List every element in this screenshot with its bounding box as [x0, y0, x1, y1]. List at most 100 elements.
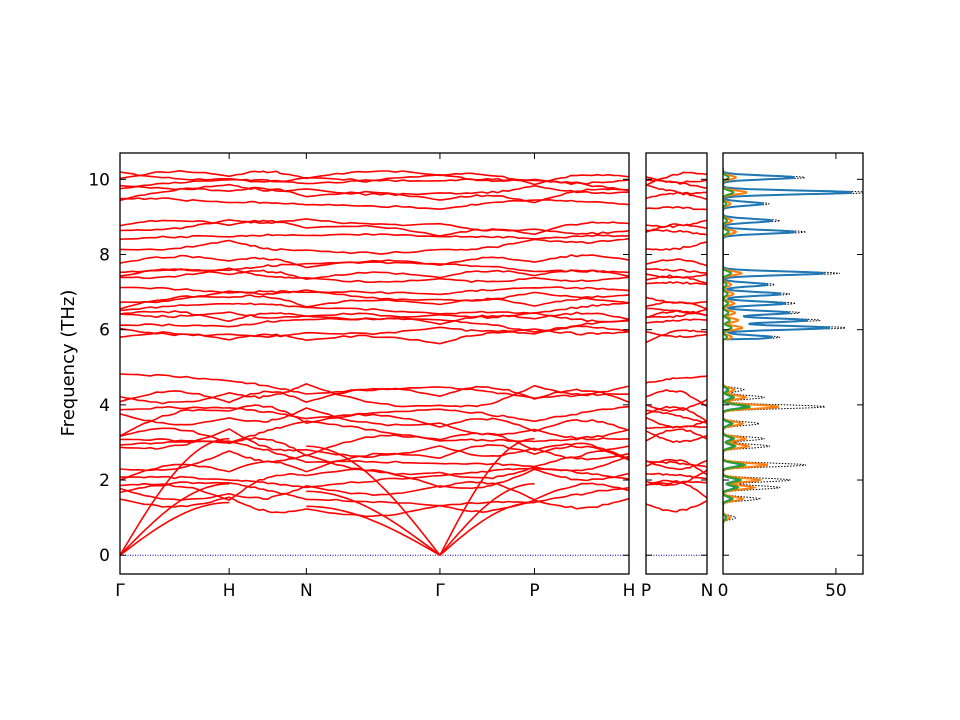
band-line — [646, 329, 707, 344]
band-line — [120, 294, 629, 310]
band-line — [646, 191, 707, 201]
dos-panel-ticks: 0 50 — [718, 153, 863, 601]
band-line — [646, 273, 707, 279]
band-line — [120, 267, 629, 284]
band-line — [120, 481, 629, 507]
acoustic-branch — [306, 445, 441, 556]
acoustic-branch — [120, 501, 230, 556]
band-panel-main-frame — [119, 152, 630, 575]
dos-line — [723, 168, 751, 556]
band-panel-main-ticks: Γ H N Γ P H 0 2 4 6 8 10 — [88, 153, 635, 601]
band-line — [646, 405, 707, 423]
band-line — [120, 171, 629, 185]
x-tick-label: H — [223, 581, 236, 601]
band-line — [120, 326, 629, 339]
band-line — [120, 404, 629, 437]
band-line — [646, 469, 707, 487]
band-line — [120, 428, 629, 461]
band-line — [646, 330, 707, 339]
band-line — [120, 443, 629, 481]
band-line — [646, 307, 707, 317]
band-line — [120, 468, 629, 502]
band-line — [120, 232, 629, 240]
x-tick-label: 0 — [718, 581, 729, 601]
x-tick-label: Γ — [115, 581, 125, 601]
y-tick-label: 0 — [99, 546, 110, 566]
x-tick-label: P — [529, 581, 539, 601]
band-line — [646, 205, 707, 211]
band-line — [120, 261, 629, 274]
acoustic-branch — [439, 501, 535, 556]
dos-panel: 0 50 — [718, 152, 864, 601]
y-axis-title: Frequency (THz) — [58, 290, 79, 437]
band-line — [120, 385, 629, 404]
band-line — [646, 281, 707, 286]
band-line — [120, 405, 629, 423]
band-line — [646, 219, 707, 229]
y-tick-label: 10 — [88, 170, 110, 190]
band-line — [120, 186, 629, 204]
band-panel-main: Γ H N Γ P H 0 2 4 6 8 10 — [88, 152, 635, 601]
x-tick-label: 50 — [825, 581, 847, 601]
band-line — [646, 430, 707, 444]
band-line — [646, 500, 707, 513]
band-line — [120, 183, 629, 197]
band-line — [646, 184, 707, 195]
y-tick-label: 8 — [99, 245, 110, 265]
band-line — [120, 237, 629, 255]
band-line — [120, 286, 629, 296]
band-line — [120, 496, 629, 518]
band-line — [646, 479, 707, 499]
band-line — [646, 258, 707, 267]
band-line — [120, 420, 629, 444]
acoustic-branch — [306, 505, 441, 556]
band-line — [120, 289, 629, 304]
band-line — [646, 398, 707, 413]
band-line — [646, 389, 707, 408]
band-line — [646, 460, 707, 468]
band-line — [646, 267, 707, 274]
band-line — [120, 311, 629, 323]
band-line — [646, 318, 707, 324]
band-line — [646, 409, 707, 424]
band-line — [120, 197, 629, 211]
x-tick-label: P — [641, 581, 651, 601]
acoustic-branch — [120, 437, 230, 556]
band-lines-main — [120, 169, 629, 556]
band-line — [646, 241, 707, 251]
dos-panel-frame — [722, 152, 864, 575]
band-lines-pn — [646, 171, 707, 556]
dos-lines — [723, 168, 863, 556]
band-line — [120, 373, 629, 400]
band-line — [646, 308, 707, 319]
x-tick-label: H — [623, 581, 636, 601]
band-line — [120, 302, 629, 315]
acoustic-branch — [120, 483, 230, 556]
acoustic-branch — [306, 490, 441, 556]
band-line — [120, 407, 629, 440]
acoustic-branch — [439, 483, 535, 556]
band-line — [120, 218, 629, 235]
y-tick-label: 2 — [99, 471, 110, 491]
band-line — [120, 468, 629, 501]
acoustic-branch — [439, 437, 535, 556]
x-tick-label: Γ — [435, 581, 445, 601]
band-line — [120, 450, 629, 480]
y-tick-label: 6 — [99, 321, 110, 341]
x-tick-label: N — [701, 581, 714, 601]
y-tick-label: 4 — [99, 396, 110, 416]
band-line — [646, 472, 707, 480]
band-line — [646, 176, 707, 184]
band-panel-pn-frame — [645, 152, 708, 575]
band-line — [646, 416, 707, 429]
band-line — [120, 254, 629, 269]
band-line — [646, 229, 707, 236]
band-line — [120, 317, 629, 333]
x-tick-label: N — [300, 581, 313, 601]
band-line — [120, 383, 629, 408]
band-line — [646, 223, 707, 233]
